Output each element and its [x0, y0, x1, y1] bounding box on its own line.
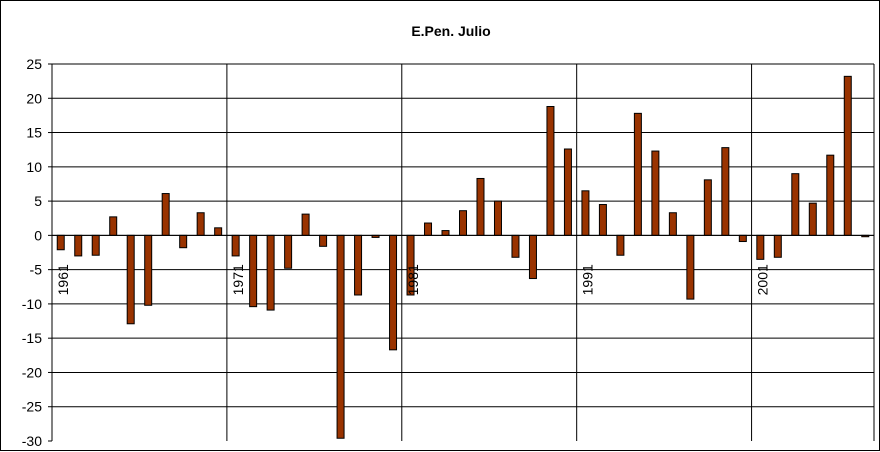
y-tick-labels: 25 20 15 10 5 0 -5 -10 -15 -20 -25 -30	[22, 56, 42, 449]
y-tick-label: -25	[22, 399, 42, 415]
bar	[91, 234, 100, 256]
bar	[756, 234, 765, 260]
bar	[598, 204, 607, 236]
bar	[249, 234, 258, 308]
x-tick-label: 1991	[580, 264, 596, 295]
bar	[319, 234, 328, 247]
y-tick-label: -5	[30, 262, 43, 278]
bar	[284, 234, 293, 269]
y-tick-label: -15	[22, 330, 42, 346]
x-tick-label: 2001	[755, 264, 771, 295]
y-tick-label: -10	[22, 296, 42, 312]
bar	[581, 190, 590, 236]
bar	[616, 234, 625, 256]
x-tick-labels: 1961 1971 1981 1991 2001	[55, 264, 771, 295]
x-tick-label: 1981	[405, 264, 421, 295]
y-tick-label: 20	[26, 90, 42, 106]
bar	[179, 234, 188, 249]
bar	[633, 112, 642, 236]
bar	[424, 222, 433, 236]
bar	[773, 234, 782, 258]
bar	[668, 212, 677, 236]
bar	[231, 234, 240, 257]
bar	[721, 147, 730, 236]
y-tick-label: 25	[26, 56, 42, 72]
bar	[651, 150, 660, 236]
bar	[791, 173, 800, 236]
bar	[738, 234, 747, 243]
bar	[493, 200, 502, 236]
bar	[808, 202, 817, 236]
bar	[826, 154, 835, 236]
bar	[56, 234, 65, 251]
x-tick-label: 1961	[55, 264, 71, 295]
bar	[161, 193, 170, 236]
bar	[336, 234, 345, 439]
grid-lines	[52, 63, 874, 441]
bar	[459, 210, 467, 236]
axes	[48, 63, 875, 442]
bar	[511, 234, 520, 258]
bar	[144, 234, 153, 306]
y-tick-label: -20	[22, 364, 42, 380]
bar	[389, 234, 398, 351]
bar	[441, 230, 450, 236]
bar	[266, 234, 275, 311]
chart-title: E.Pen. Julio	[411, 23, 490, 39]
y-tick-label: 15	[26, 125, 42, 141]
bar	[546, 106, 555, 236]
bar	[703, 179, 712, 236]
bar	[528, 234, 537, 280]
bars	[56, 75, 870, 439]
bar	[686, 234, 695, 300]
bar	[126, 234, 135, 325]
bar	[843, 75, 852, 236]
y-tick-label: 10	[26, 159, 42, 175]
bar	[563, 148, 572, 236]
bar	[109, 216, 118, 236]
y-tick-label: -30	[22, 433, 42, 449]
y-tick-label: 5	[34, 193, 42, 209]
bar	[301, 213, 310, 236]
x-tick-label: 1971	[230, 264, 246, 295]
bar	[74, 234, 83, 257]
bar	[196, 212, 205, 236]
bar	[354, 234, 363, 296]
bar	[214, 227, 223, 236]
y-tick-label: 0	[34, 227, 42, 243]
bar	[476, 177, 485, 236]
